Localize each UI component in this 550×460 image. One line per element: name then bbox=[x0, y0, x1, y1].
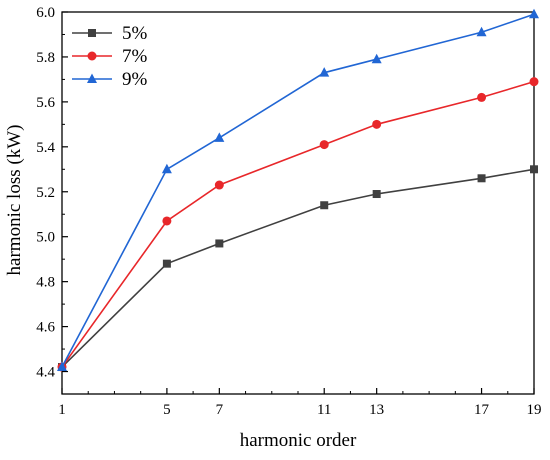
data-point bbox=[372, 190, 381, 199]
data-point bbox=[214, 180, 224, 190]
data-point bbox=[214, 132, 225, 142]
x-tick-label: 11 bbox=[317, 402, 331, 418]
y-tick-label: 4.4 bbox=[36, 365, 55, 381]
data-point bbox=[57, 361, 67, 372]
series-triangle bbox=[57, 8, 539, 372]
x-axis: 1 5 7 11 13 17 19 bbox=[58, 388, 542, 418]
legend-marker bbox=[87, 73, 97, 83]
x-tick-label: 19 bbox=[527, 402, 542, 418]
y-tick-label: 4.6 bbox=[36, 320, 55, 336]
legend-label: 9% bbox=[122, 69, 148, 90]
series-layer bbox=[57, 8, 539, 372]
x-tick-label: 7 bbox=[216, 402, 224, 418]
data-point bbox=[529, 8, 539, 19]
data-point bbox=[319, 140, 329, 150]
x-tick-label: 17 bbox=[474, 402, 490, 418]
data-point bbox=[372, 119, 382, 129]
data-point bbox=[162, 259, 171, 268]
x-tick-label: 1 bbox=[58, 402, 66, 418]
data-point bbox=[530, 165, 538, 174]
series-circle bbox=[57, 77, 539, 372]
x-axis-title: harmonic order bbox=[240, 430, 357, 451]
x-tick-label: 5 bbox=[163, 402, 171, 418]
legend-marker bbox=[88, 29, 96, 37]
y-tick-label: 5.8 bbox=[36, 50, 55, 66]
data-point bbox=[529, 77, 539, 87]
y-tick-label: 4.8 bbox=[36, 275, 55, 291]
legend-label: 7% bbox=[122, 46, 148, 67]
data-point bbox=[476, 26, 487, 37]
legend-marker bbox=[87, 51, 97, 61]
data-point bbox=[162, 216, 172, 226]
series-square bbox=[58, 165, 538, 372]
series-line bbox=[61, 13, 535, 368]
legend: 5%7%9% bbox=[72, 23, 148, 90]
data-point bbox=[371, 53, 382, 64]
series-line bbox=[61, 80, 535, 368]
legend-label: 5% bbox=[122, 23, 148, 44]
data-point bbox=[320, 201, 329, 210]
data-point bbox=[161, 163, 172, 174]
data-point bbox=[477, 174, 486, 183]
y-axis-title: harmonic loss (kW) bbox=[4, 125, 25, 276]
data-point bbox=[215, 239, 224, 248]
y-tick-label: 6.0 bbox=[36, 5, 55, 21]
data-point bbox=[319, 67, 330, 77]
x-tick-label: 13 bbox=[369, 402, 384, 418]
y-tick-label: 5.2 bbox=[36, 185, 55, 201]
y-tick-label: 5.4 bbox=[36, 140, 55, 156]
y-axis: 4.4 4.6 4.8 5.0 5.2 5.4 5.6 5.8 6.0 bbox=[36, 5, 68, 395]
data-point bbox=[477, 92, 487, 102]
y-tick-label: 5.0 bbox=[36, 230, 55, 246]
y-tick-label: 5.6 bbox=[36, 95, 55, 111]
